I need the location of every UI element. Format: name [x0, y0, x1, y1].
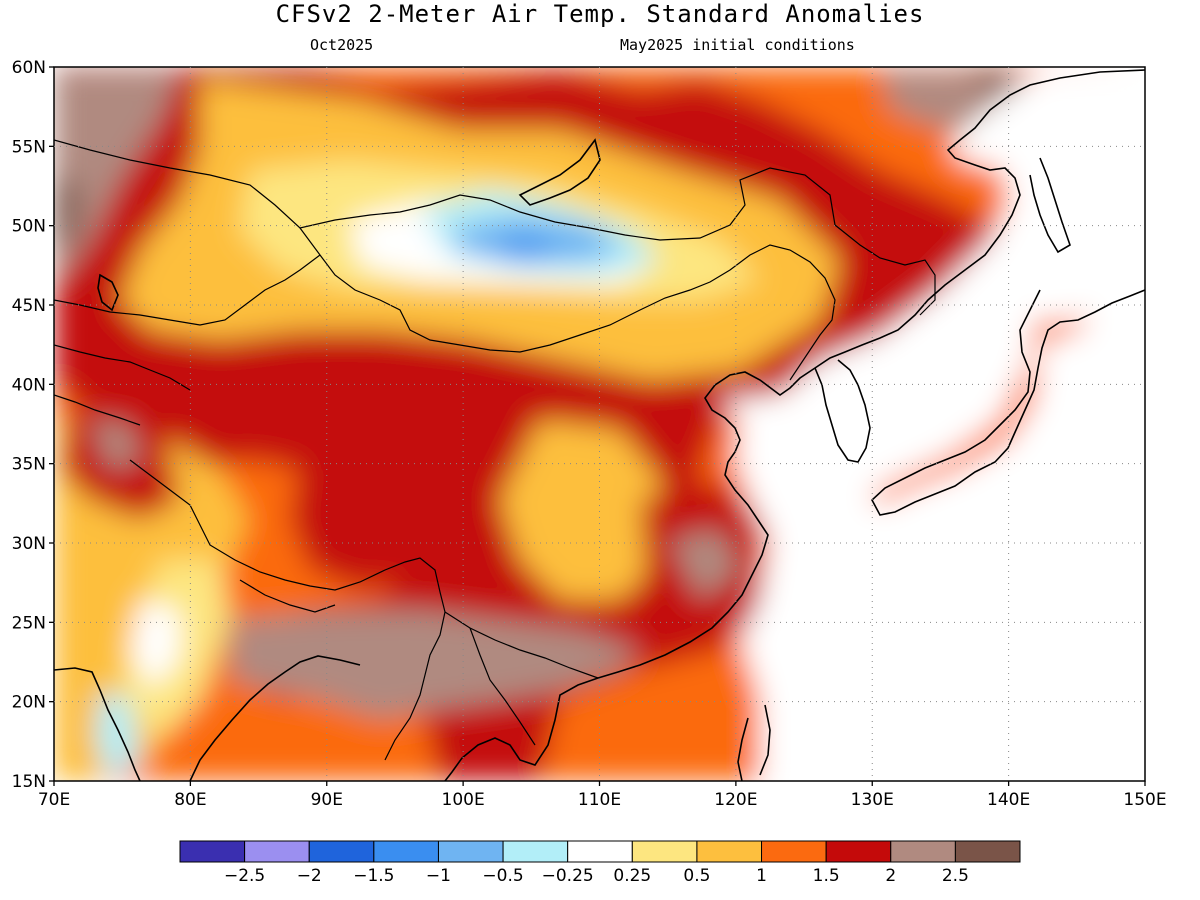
x-tick-label: 100E	[442, 790, 485, 810]
y-tick-label: 55N	[12, 137, 46, 157]
y-tick-label: 50N	[12, 217, 46, 237]
x-tick-label: 150E	[1123, 790, 1166, 810]
anomaly-region-25	[90, 420, 140, 470]
colorbar-swatch	[244, 840, 310, 863]
colorbar-label: 2	[885, 866, 896, 886]
colorbar-label: −0.25	[542, 866, 594, 886]
colorbar-swatch	[696, 840, 763, 863]
mongolia-china-border	[299, 227, 836, 381]
anomaly-region-14	[290, 460, 440, 590]
anomaly-region-9	[490, 238, 560, 262]
initial-conditions: May2025 initial conditions	[620, 36, 855, 54]
y-tick-label: 35N	[12, 455, 46, 475]
anomaly-region-13	[95, 690, 140, 781]
y-tick-label: 30N	[12, 534, 46, 554]
colorbar-label: 1	[756, 866, 767, 886]
colorbar-swatch	[954, 840, 1021, 863]
x-tick-label: 90E	[311, 790, 343, 810]
colorbar-label: 0.5	[683, 866, 710, 886]
india-coast	[54, 655, 361, 781]
colorbar-label: −2	[297, 866, 322, 886]
anomaly-region-19	[54, 170, 80, 250]
x-tick-label: 140E	[987, 790, 1030, 810]
colorbar-swatch	[631, 840, 698, 863]
colorbar-label: 2.5	[942, 866, 969, 886]
x-tick-label: 80E	[174, 790, 206, 810]
country-borders	[54, 139, 936, 761]
graticule	[54, 67, 1145, 781]
colorbar-swatch	[890, 840, 956, 863]
colorbar-swatch	[373, 840, 439, 863]
asia-coastline	[444, 69, 1145, 781]
coastlines	[54, 69, 1145, 781]
y-tick-label: 40N	[12, 375, 46, 395]
colorbar-swatch	[567, 840, 633, 863]
caspian-coast	[97, 273, 119, 312]
anomaly-region-21	[960, 70, 1020, 95]
x-tick-label: 70E	[38, 790, 70, 810]
x-tick-label: 110E	[578, 790, 621, 810]
lake-baikal	[518, 138, 601, 206]
nepal-border	[239, 579, 336, 613]
se-asia-borders	[444, 611, 599, 746]
colorbar-swatch	[437, 840, 504, 863]
japan-coast	[871, 289, 1145, 516]
x-tick-label: 120E	[714, 790, 757, 810]
longitude-axis: 70E 80E 90E 100E 110E 120E 130E 140E 150E	[38, 781, 1167, 810]
colorbar-swatch	[308, 840, 375, 863]
colorbar-label: 0.25	[613, 866, 651, 886]
anomaly-region-15	[230, 610, 640, 720]
ocean-mask	[720, 67, 1145, 781]
russia-border	[54, 139, 936, 316]
anomaly-region-12	[130, 600, 180, 690]
kazakhstan-china-border	[54, 254, 321, 326]
colorbar-swatch	[502, 840, 569, 863]
colorbar-label: −0.5	[482, 866, 523, 886]
colorbar-swatch	[761, 840, 827, 863]
latitude-axis: 15N 20N 25N 30N 35N 40N 45N 50N 55N 60N	[12, 58, 54, 792]
taiwan-coast	[737, 704, 771, 781]
anomaly-region-10	[500, 420, 660, 600]
anomaly-field	[54, 67, 1145, 781]
map-title: CFSv2 2-Meter Air Temp. Standard Anomali…	[275, 0, 925, 28]
colorbar-label: 1.5	[813, 866, 840, 886]
korea-coast	[814, 359, 871, 463]
colorbar-swatch	[179, 840, 246, 863]
x-tick-label: 130E	[851, 790, 894, 810]
y-tick-label: 15N	[12, 772, 46, 792]
central-asia-borders	[54, 344, 191, 426]
anomaly-region-17	[670, 530, 740, 600]
y-tick-label: 45N	[12, 296, 46, 316]
anomaly-shading	[54, 67, 1145, 781]
y-tick-label: 20N	[12, 693, 46, 713]
colorbar-swatch	[825, 840, 892, 863]
japan-anomaly	[870, 315, 1090, 505]
y-tick-label: 60N	[12, 58, 46, 78]
colorbar-label: −1.5	[353, 866, 394, 886]
colorbar: −2.5 −2 −1.5 −1 −0.5 −0.25 0.25 0.5 1 1.5 2 2.5	[179, 840, 1021, 886]
colorbar-label: −2.5	[224, 866, 265, 886]
sakhalin-coast	[1029, 157, 1071, 254]
forecast-month: Oct2025	[310, 36, 374, 54]
anomaly-region-18	[54, 70, 180, 280]
y-tick-label: 25N	[12, 613, 46, 633]
himalaya-border	[129, 459, 446, 761]
colorbar-label: −1	[426, 866, 451, 886]
